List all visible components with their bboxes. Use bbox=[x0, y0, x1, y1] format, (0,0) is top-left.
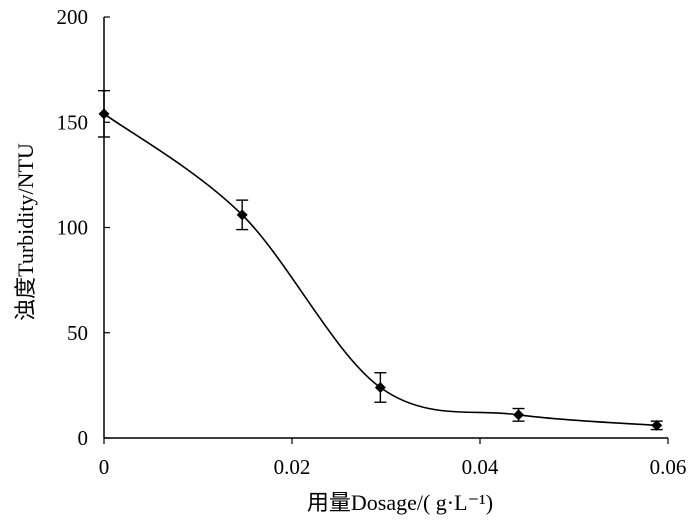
x-axis-title: 用量Dosage/( g·L⁻¹) bbox=[307, 490, 493, 515]
data-point-marker bbox=[513, 409, 525, 421]
data-point-marker bbox=[236, 209, 248, 221]
x-tick-label: 0 bbox=[99, 455, 110, 479]
data-point-marker bbox=[374, 381, 386, 393]
x-axis-ticks: 0 0.02 0.04 0.06 bbox=[99, 438, 687, 479]
x-tick-label: 0.02 bbox=[274, 455, 311, 479]
y-tick-label: 200 bbox=[57, 5, 89, 29]
y-axis-ticks: 0 50 100 150 200 bbox=[57, 5, 110, 450]
x-tick-label: 0.06 bbox=[650, 455, 687, 479]
data-point-marker bbox=[651, 419, 663, 431]
series-line bbox=[103, 113, 657, 427]
y-tick-label: 50 bbox=[67, 321, 88, 345]
plot-area bbox=[103, 17, 668, 439]
series-layer bbox=[98, 89, 663, 431]
y-tick-label: 150 bbox=[57, 110, 89, 134]
data-point-marker bbox=[98, 108, 110, 120]
y-tick-label: 100 bbox=[57, 216, 89, 240]
y-tick-label: 0 bbox=[78, 426, 89, 450]
y-axis-title: 浊度Turbidity/NTU bbox=[13, 143, 38, 321]
x-tick-label: 0.04 bbox=[462, 455, 499, 479]
